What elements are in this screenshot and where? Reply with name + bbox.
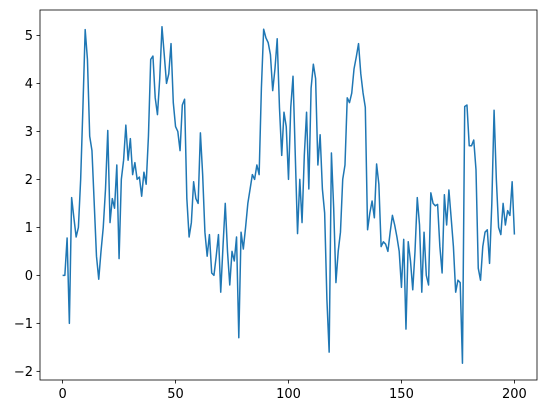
- y-tick-label: 3: [25, 125, 33, 140]
- x-tick-label: 200: [502, 387, 527, 402]
- y-tick-label: 0: [25, 269, 33, 284]
- y-tick-label: 2: [25, 173, 33, 188]
- y-tick-label: 1: [25, 221, 33, 236]
- y-tick-label: 4: [25, 77, 33, 92]
- y-tick-label: 5: [25, 29, 33, 44]
- line-series: [62, 26, 516, 364]
- x-tick-label: 0: [58, 387, 66, 402]
- x-tick-label: 150: [389, 387, 414, 402]
- x-tick-label: 100: [276, 387, 301, 402]
- y-tick-label: −2: [14, 365, 33, 380]
- y-tick-label: −1: [14, 317, 33, 332]
- x-tick-label: 50: [167, 387, 184, 402]
- axes-frame: [39, 9, 538, 381]
